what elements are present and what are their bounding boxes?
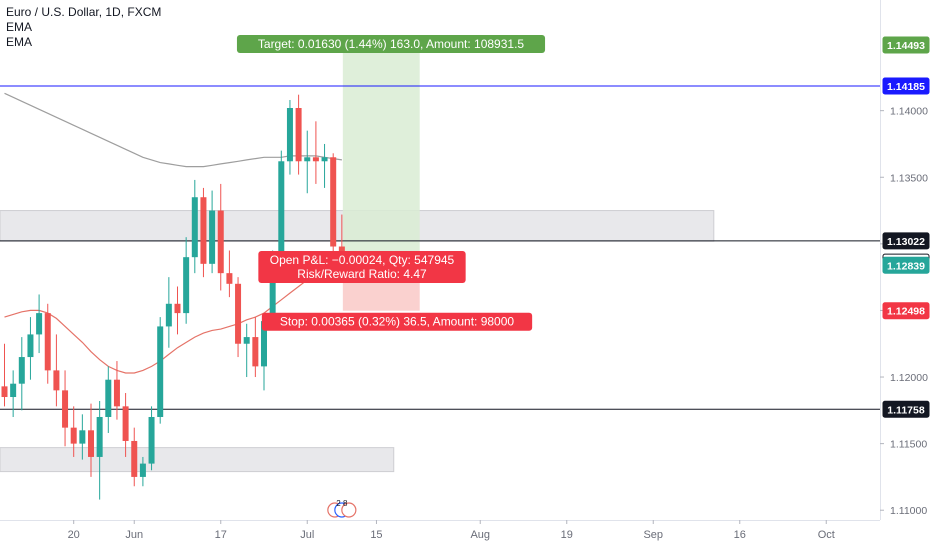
line-price-badge-0: 1.14185 — [887, 81, 925, 93]
x-tick-label: Jul — [300, 529, 314, 541]
candle — [243, 337, 250, 344]
candle — [18, 357, 25, 384]
candle — [10, 383, 17, 398]
candle — [217, 210, 224, 274]
candle — [53, 370, 60, 391]
candle — [278, 161, 285, 260]
line-price-badge-2: 1.11758 — [887, 404, 925, 416]
candle — [105, 379, 112, 417]
y-tick-label: 1.11000 — [890, 505, 927, 517]
candle — [321, 157, 328, 162]
candle — [1, 386, 8, 398]
line-price-badge-1-bg — [882, 232, 930, 250]
pnl-label-text: Risk/Reward Ratio: 4.47 — [297, 267, 427, 281]
candle — [36, 313, 43, 335]
x-tick-label: Oct — [818, 529, 835, 541]
y-tick-label: 1.13500 — [890, 172, 928, 184]
candle — [79, 430, 86, 444]
candle — [200, 197, 207, 264]
zone-1[interactable] — [0, 447, 395, 473]
candle — [226, 273, 233, 284]
events-count: 2 8 — [336, 499, 348, 508]
candle — [235, 283, 242, 344]
chart-legend: Euro / U.S. Dollar, 1D, FXCM EMA EMA — [6, 5, 161, 50]
x-tick-label: 20 — [68, 529, 80, 541]
stop-label-text: Stop: 0.00365 (0.32%) 36.5, Amount: 9800… — [280, 315, 514, 329]
candle — [183, 257, 190, 314]
candle — [88, 430, 94, 457]
x-tick-label: 19 — [561, 529, 573, 541]
candle — [252, 337, 259, 367]
x-tick-label: Aug — [470, 529, 490, 541]
position-target-zone[interactable] — [342, 45, 420, 263]
line-price-badge-2-bg — [882, 400, 930, 418]
candle — [191, 197, 198, 258]
legend-symbol[interactable]: Euro / U.S. Dollar, 1D, FXCM — [6, 5, 162, 19]
stop-label-bg — [261, 312, 533, 331]
candle — [70, 427, 77, 444]
event-flag[interactable] — [341, 502, 357, 518]
y-tick-label: 1.11500 — [890, 439, 927, 451]
candle — [113, 379, 120, 407]
candle — [286, 108, 293, 162]
legend-ema-1[interactable]: EMA — [6, 20, 33, 34]
price-badge-last-bg — [882, 256, 930, 274]
pnl-label-bg — [258, 251, 466, 283]
pnl-label-text: Open P&L: −0.00024, Qty: 547945 — [270, 253, 455, 267]
candle — [261, 321, 267, 367]
x-tick-label: Sep — [643, 529, 663, 541]
candle — [44, 313, 51, 371]
x-tick-label: 17 — [215, 529, 227, 541]
candle — [148, 416, 155, 464]
price-badge-stop-bg — [882, 302, 930, 320]
candle — [27, 334, 34, 358]
price-badge-target: 1.14493 — [887, 40, 925, 52]
x-tick-label: Jun — [125, 529, 143, 541]
y-tick-label: 1.12000 — [890, 372, 928, 384]
candle — [209, 210, 216, 264]
target-label-bg — [236, 35, 546, 54]
line-price-badge-0-bg — [882, 77, 930, 95]
line-price-badge-1: 1.13022 — [887, 236, 925, 248]
candle — [295, 108, 302, 162]
candle — [62, 390, 69, 428]
candle — [131, 440, 138, 477]
x-tick-label: 16 — [734, 529, 746, 541]
legend-ema-2[interactable]: EMA — [6, 35, 33, 49]
price-badge-last: 1.12839 — [887, 260, 925, 272]
candle — [330, 157, 337, 247]
candle — [269, 259, 276, 322]
candle — [165, 303, 172, 327]
target-label-text: Target: 0.01630 (1.44%) 163.0, Amount: 1… — [258, 37, 525, 51]
x-tick-label: 15 — [370, 529, 382, 541]
price-badge-target-bg — [882, 36, 930, 54]
candle — [157, 326, 164, 417]
y-tick-label: 1.14000 — [890, 106, 928, 118]
candle — [304, 157, 311, 162]
candle — [122, 406, 129, 441]
ema-fast-line — [4, 264, 342, 374]
candle — [312, 157, 319, 162]
candle — [96, 416, 103, 457]
price-badge-stop: 1.12498 — [887, 306, 925, 318]
candle — [139, 463, 146, 477]
candle — [174, 303, 181, 314]
ema-slow-line — [4, 92, 342, 168]
